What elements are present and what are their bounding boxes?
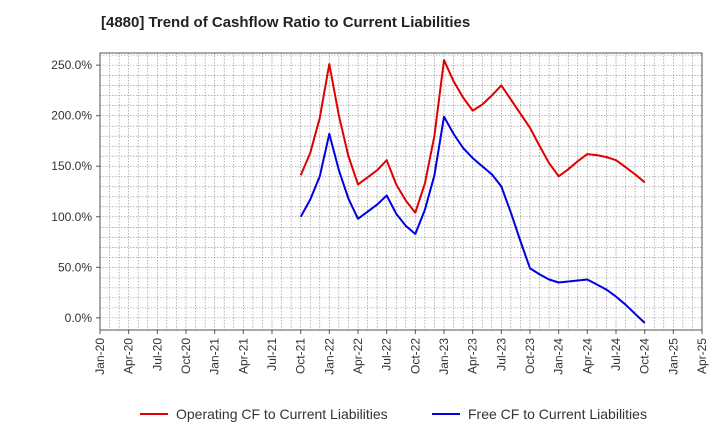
x-tick-label: Jan-20 xyxy=(93,338,107,375)
legend-item-2: Free CF to Current Liabilities xyxy=(432,406,647,422)
x-tick-label: Jan-25 xyxy=(666,338,680,375)
series-lines xyxy=(299,59,646,324)
x-tick-label: Apr-23 xyxy=(466,338,480,374)
y-tick-label: 0.0% xyxy=(65,311,93,325)
x-tick-label: Oct-22 xyxy=(408,338,422,374)
series-line-1 xyxy=(299,59,646,214)
y-tick-label: 200.0% xyxy=(51,109,92,123)
chart-title: [4880] Trend of Cashflow Ratio to Curren… xyxy=(101,14,471,31)
legend-label: Operating CF to Current Liabilities xyxy=(176,406,388,422)
x-tick-label: Oct-23 xyxy=(523,338,537,374)
x-tick-label: Jan-21 xyxy=(208,338,222,375)
x-tick-label: Jul-22 xyxy=(380,338,394,371)
legend-label: Free CF to Current Liabilities xyxy=(468,406,647,422)
x-tick-label: Jul-24 xyxy=(609,338,623,371)
legend: Operating CF to Current Liabilities Free … xyxy=(140,406,647,422)
y-tick-label: 250.0% xyxy=(51,58,92,72)
gridlines xyxy=(100,53,702,330)
y-tick-label: 150.0% xyxy=(51,159,92,173)
x-tick-label: Jul-20 xyxy=(150,338,164,371)
x-tick-label: Apr-21 xyxy=(236,338,250,374)
x-tick-label: Jan-23 xyxy=(437,338,451,375)
x-tick-label: Apr-24 xyxy=(580,338,594,374)
x-tick-label: Oct-24 xyxy=(638,338,652,374)
x-axis-ticks: Jan-20 Apr-20 Jul-20 Oct-20 Jan-21 Apr-21 Jul-… xyxy=(93,330,709,375)
x-tick-label: Jan-22 xyxy=(322,338,336,375)
x-tick-label: Jul-21 xyxy=(265,338,279,371)
series-line-2 xyxy=(299,115,646,324)
x-tick-label: Oct-21 xyxy=(294,338,308,374)
x-tick-label: Apr-22 xyxy=(351,338,365,374)
x-tick-label: Oct-20 xyxy=(179,338,193,374)
x-tick-label: Jan-24 xyxy=(552,338,566,375)
legend-item-1: Operating CF to Current Liabilities xyxy=(140,406,388,422)
x-tick-label: Apr-20 xyxy=(122,338,136,374)
y-tick-label: 100.0% xyxy=(51,210,92,224)
x-tick-label: Apr-25 xyxy=(695,338,709,374)
y-axis-ticks: 0.0% 50.0% 100.0% 150.0% 200.0% 250.0% xyxy=(51,58,100,325)
plot-frame xyxy=(99,52,703,331)
x-tick-label: Jul-23 xyxy=(494,338,508,371)
y-tick-label: 50.0% xyxy=(58,260,92,274)
